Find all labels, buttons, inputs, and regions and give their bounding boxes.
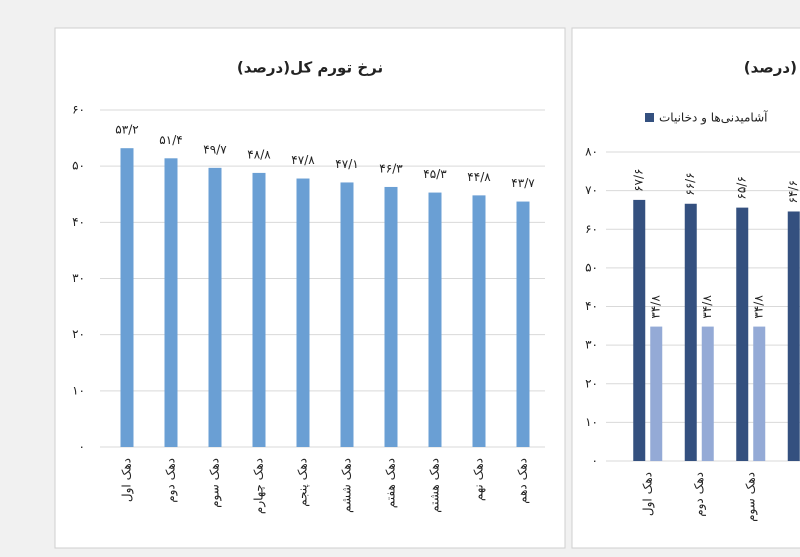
y-tick-label: ۴۰ (585, 299, 598, 313)
data-label: ۴۴/۸ (467, 170, 491, 184)
data-label: ۴۵/۳ (423, 167, 447, 181)
bar (736, 207, 749, 461)
bar (252, 172, 266, 447)
data-label: ۶۷/۶ (632, 169, 646, 192)
x-tick-label: دهک هفتم (384, 458, 398, 508)
x-tick-label: دهک اول (640, 472, 655, 516)
y-tick-label: ۴۰ (72, 215, 85, 229)
x-tick-label: دهک پنجم (296, 458, 310, 507)
data-label: ۳۴/۸ (752, 295, 766, 319)
data-label: ۳۴/۸ (700, 295, 714, 319)
x-tick-label: دهک ششم (340, 458, 354, 513)
y-tick-label: ۵۰ (585, 260, 598, 274)
bar (340, 182, 354, 447)
y-tick-label: ۳۰ (585, 338, 598, 352)
bar (684, 203, 697, 461)
data-label: ۵۳/۲ (115, 123, 138, 137)
x-tick-label: دهک چهارم (252, 458, 267, 514)
data-label: ۵۱/۴ (159, 133, 182, 147)
y-tick-label: ۵۰ (72, 159, 85, 173)
data-label: ۶۶/۶ (683, 172, 697, 195)
x-tick-label: دهک دوم (692, 472, 707, 517)
x-tick-label: دهک دوم (164, 458, 179, 503)
bar (650, 326, 663, 461)
x-tick-label: دهک سوم (208, 458, 223, 508)
data-label: ۴۷/۸ (291, 153, 315, 167)
bar (164, 158, 178, 447)
data-label: ۴۷/۱ (335, 157, 358, 171)
legend-label: آشامیدنی‌ها و دخانیات (659, 110, 768, 126)
bar (120, 148, 134, 447)
bar (472, 195, 486, 447)
data-label: ۴۸/۸ (247, 147, 271, 161)
chart-title: نرخ تورم کل(درصد) (237, 59, 383, 77)
y-tick-label: ۱۰ (585, 415, 598, 429)
x-tick-label: دهک نهم (472, 458, 486, 501)
bar (296, 178, 310, 448)
bar (701, 326, 714, 461)
chart-title: (درصد) (744, 59, 797, 77)
y-tick-label: ۰ (79, 440, 85, 454)
data-label: ۴۹/۷ (203, 142, 227, 156)
x-tick-label: دهک اول (120, 458, 135, 502)
x-tick-label: دهک هشتم (428, 458, 442, 513)
bar (384, 186, 398, 447)
y-tick-label: ۶۰ (72, 103, 85, 117)
y-tick-label: ۷۰ (585, 183, 598, 197)
bar (753, 326, 766, 461)
data-label: ۶۵/۶ (735, 176, 749, 199)
bar (633, 199, 646, 461)
y-tick-label: ۶۰ (585, 222, 598, 236)
y-tick-label: ۳۰ (72, 271, 85, 285)
y-tick-label: ۲۰ (585, 376, 598, 390)
bar (208, 167, 222, 447)
x-tick-label: دهک دهم (516, 458, 530, 504)
x-tick-label: دهک سوم (743, 472, 758, 522)
data-label: ۴۶/۳ (379, 161, 403, 175)
bar (428, 192, 442, 447)
bar (787, 211, 800, 461)
bar (516, 201, 530, 447)
y-tick-label: ۲۰ (72, 327, 85, 341)
y-tick-label: ۰ (592, 454, 598, 468)
y-tick-label: ۸۰ (585, 145, 598, 159)
y-tick-label: ۱۰ (72, 383, 85, 397)
data-label: ۴۳/۷ (511, 176, 535, 190)
data-label: ۶۴/۶ (786, 180, 800, 203)
data-label: ۳۴/۸ (649, 295, 663, 319)
legend-swatch (645, 113, 654, 122)
